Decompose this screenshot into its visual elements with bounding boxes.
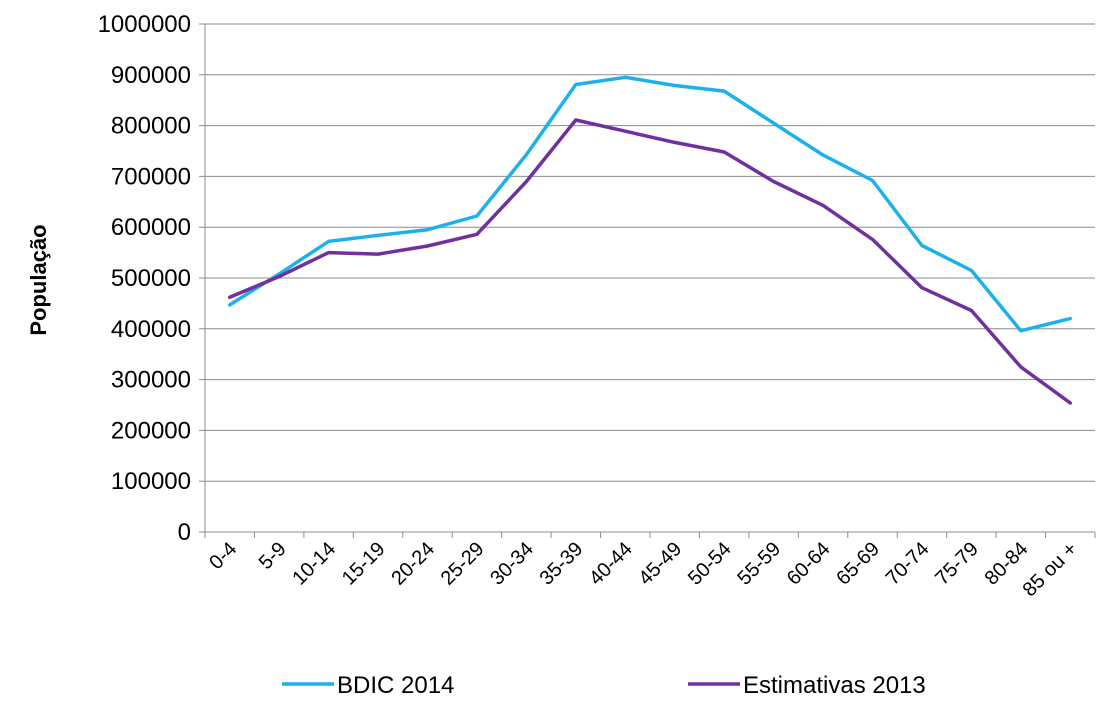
y-tick-label: 0 xyxy=(178,519,191,546)
y-tick-label: 300000 xyxy=(111,367,191,394)
y-tick-label: 900000 xyxy=(111,62,191,89)
x-tick-label: 35-39 xyxy=(536,538,588,590)
y-tick-label: 800000 xyxy=(111,113,191,140)
x-tick-label: 20-24 xyxy=(387,538,439,590)
x-tick-label: 45-49 xyxy=(635,538,687,590)
legend: BDIC 2014 Estimativas 2013 xyxy=(282,672,926,699)
series-line-1 xyxy=(227,75,1073,333)
legend-label: BDIC 2014 xyxy=(337,672,454,699)
x-tick-label: 10-14 xyxy=(288,538,340,590)
y-axis-label: População xyxy=(26,224,51,335)
y-tick-label: 500000 xyxy=(111,265,191,292)
x-tick-label: 40-44 xyxy=(585,538,637,590)
gridlines xyxy=(205,23,1095,482)
series-line-2 xyxy=(227,118,1073,405)
x-tick-label: 15-19 xyxy=(338,538,390,590)
y-tick-label: 1000000 xyxy=(98,11,191,38)
x-tick-label: 30-34 xyxy=(486,538,538,590)
x-tick-label: 50-54 xyxy=(684,538,736,590)
legend-label: Estimativas 2013 xyxy=(743,672,926,699)
x-tick-label: 85 ou + xyxy=(1019,538,1082,601)
series-lines xyxy=(227,75,1073,405)
x-tick-label: 55-59 xyxy=(733,538,785,590)
y-tick-label: 600000 xyxy=(111,214,191,241)
x-tick-label: 5-9 xyxy=(255,538,291,574)
axes xyxy=(199,23,1096,538)
x-tick-label: 70-74 xyxy=(882,538,934,590)
x-tick-label: 0-4 xyxy=(205,538,241,574)
x-tick-labels: 0-4 5-910-1415-1920-2425-2930-3435-3940-4… xyxy=(205,538,1082,601)
y-tick-label: 700000 xyxy=(111,163,191,190)
x-tick-label: 75-79 xyxy=(931,538,983,590)
y-tick-label: 200000 xyxy=(111,417,191,444)
x-tick-label: 65-69 xyxy=(832,538,884,590)
y-tick-labels: 0 100000 200000 300000 400000 500000 600000 700… xyxy=(98,11,191,546)
x-tick-label: 25-29 xyxy=(437,538,489,590)
y-tick-label: 400000 xyxy=(111,316,191,343)
y-tick-label: 100000 xyxy=(111,468,191,495)
x-tick-label: 60-64 xyxy=(783,538,835,590)
